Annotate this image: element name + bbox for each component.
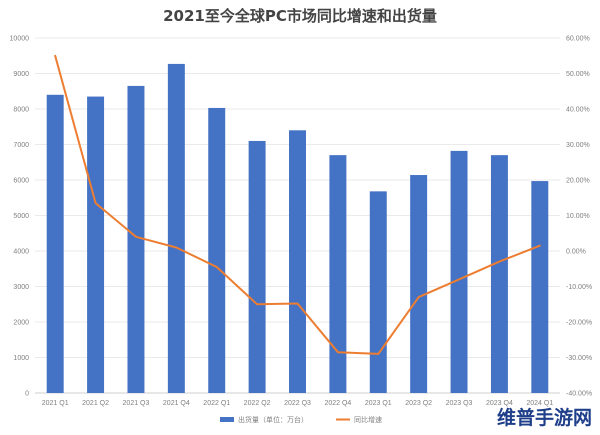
x-tick-label: 2023 Q4 (486, 400, 513, 407)
bar (410, 175, 428, 393)
right-axis: -40.00% -30.00% -20.00% -10.00% 0.00% 10.00% 2… (566, 36, 592, 398)
y-right-tick-label: -10.00% (566, 284, 592, 291)
x-tick-label: 2021 Q4 (163, 400, 190, 407)
bar (127, 85, 145, 394)
bar (329, 155, 347, 393)
bar (167, 63, 185, 393)
bar (46, 94, 64, 394)
legend-label-shipments: 出货量（单位：万台） (238, 415, 308, 424)
y-left-tick-label: 3000 (13, 284, 29, 291)
x-tick-label: 2021 Q3 (123, 400, 150, 407)
y-right-tick-label: 20.00% (566, 178, 590, 185)
y-left-tick-label: 7000 (13, 142, 29, 149)
x-tick-label: 2023 Q1 (365, 400, 392, 407)
bar (208, 107, 226, 393)
y-right-tick-label: 60.00% (566, 36, 590, 43)
y-right-tick-label: 50.00% (566, 71, 590, 78)
legend-label-yoy: 同比增速 (354, 415, 382, 424)
y-right-tick-label: 30.00% (566, 142, 590, 149)
x-tick-label: 2021 Q1 (42, 400, 69, 407)
bar-series (46, 63, 549, 394)
y-left-tick-label: 2000 (13, 320, 29, 327)
bar (87, 96, 105, 393)
y-right-tick-label: 0.00% (566, 249, 586, 256)
bar (289, 130, 306, 394)
x-tick-label: 2022 Q1 (203, 400, 230, 407)
watermark-text: 维普手游网 (497, 406, 592, 429)
y-left-tick-label: 10000 (10, 36, 30, 43)
y-left-tick-label: 0 (25, 391, 29, 398)
x-tick-label: 2021 Q2 (82, 400, 109, 407)
bar (369, 191, 387, 393)
bar (248, 140, 266, 393)
y-right-tick-label: -30.00% (566, 355, 592, 362)
x-tick-label: 2023 Q3 (446, 400, 473, 407)
bar (450, 150, 468, 393)
x-tick-label: 2022 Q4 (324, 400, 351, 407)
x-axis: 2021 Q1 2021 Q2 2021 Q3 2021 Q4 2022 Q1 2022 … (42, 400, 554, 407)
x-tick-label: 2024 Q1 (526, 400, 553, 407)
y-right-tick-label: -20.00% (566, 320, 592, 327)
y-right-tick-label: 10.00% (566, 213, 590, 220)
y-right-tick-label: -40.00% (566, 391, 592, 398)
y-left-tick-label: 8000 (13, 107, 29, 114)
line-series (54, 54, 541, 355)
y-left-tick-label: 5000 (13, 213, 29, 220)
y-left-tick-label: 1000 (13, 355, 29, 362)
legend-swatch-shipments (220, 417, 234, 422)
x-tick-label: 2023 Q2 (405, 400, 432, 407)
bar (490, 155, 508, 393)
x-tick-label: 2022 Q3 (284, 400, 311, 407)
chart-title: 2021至今全球PC市场同比增速和出货量 (163, 7, 437, 25)
bar (531, 181, 549, 393)
y-left-tick-label: 4000 (13, 249, 29, 256)
y-left-tick-label: 9000 (13, 71, 29, 78)
x-tick-label: 2022 Q2 (244, 400, 271, 407)
y-right-tick-label: 40.00% (566, 107, 590, 114)
legend: 出货量（单位：万台） 同比增速 (220, 415, 382, 424)
y-left-tick-label: 6000 (13, 178, 29, 185)
yoy-line (54, 54, 541, 355)
left-axis: 0 1000 2000 3000 4000 5000 6000 7000 8000 9000 100… (10, 36, 30, 398)
